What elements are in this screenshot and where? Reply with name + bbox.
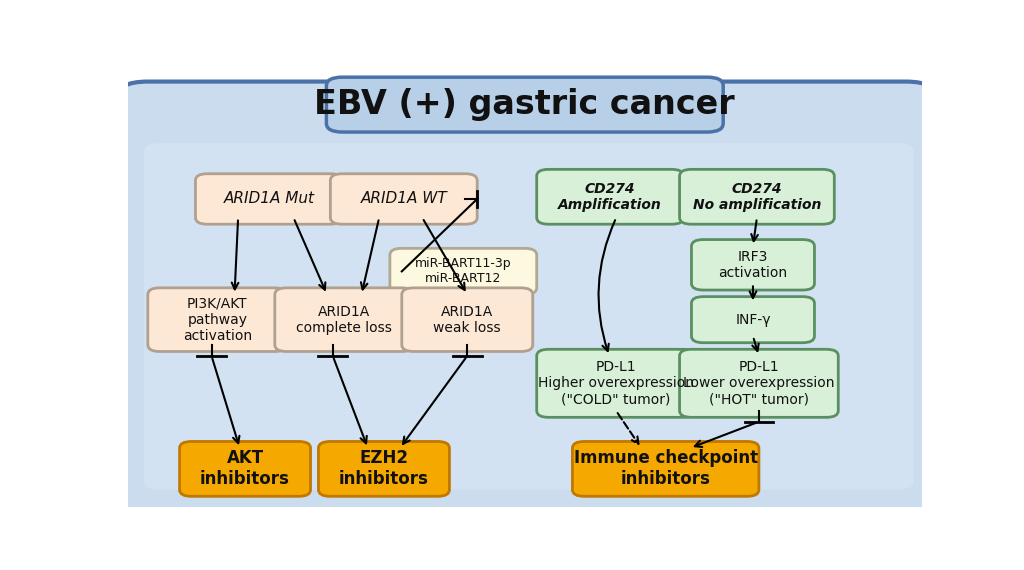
FancyBboxPatch shape xyxy=(274,288,414,352)
FancyBboxPatch shape xyxy=(318,441,450,496)
Text: PI3K/AKT
pathway
activation: PI3K/AKT pathway activation xyxy=(182,296,252,343)
Text: EBV (+) gastric cancer: EBV (+) gastric cancer xyxy=(314,88,735,121)
Text: ARID1A Mut: ARID1A Mut xyxy=(223,192,314,206)
FancyBboxPatch shape xyxy=(401,288,532,352)
FancyBboxPatch shape xyxy=(143,143,913,490)
Text: ARID1A WT: ARID1A WT xyxy=(360,192,447,206)
Text: CD274
No amplification: CD274 No amplification xyxy=(693,182,821,212)
Text: PD-L1
Higher overexpression
("COLD" tumor): PD-L1 Higher overexpression ("COLD" tumo… xyxy=(538,360,694,406)
Text: AKT
inhibitors: AKT inhibitors xyxy=(200,450,290,488)
FancyBboxPatch shape xyxy=(179,441,310,496)
Text: EZH2
inhibitors: EZH2 inhibitors xyxy=(339,450,429,488)
Text: INF-γ: INF-γ xyxy=(735,313,771,327)
FancyBboxPatch shape xyxy=(196,174,342,224)
FancyBboxPatch shape xyxy=(327,77,723,132)
FancyBboxPatch shape xyxy=(691,296,814,343)
Text: ARID1A
complete loss: ARID1A complete loss xyxy=(296,304,392,335)
FancyBboxPatch shape xyxy=(390,249,537,295)
FancyBboxPatch shape xyxy=(572,441,759,496)
FancyBboxPatch shape xyxy=(116,82,938,516)
Text: Immune checkpoint
inhibitors: Immune checkpoint inhibitors xyxy=(573,450,758,488)
Text: miR-BART11-3p
miR-BART12: miR-BART11-3p miR-BART12 xyxy=(415,258,512,286)
FancyBboxPatch shape xyxy=(691,239,814,290)
Text: CD274
Amplification: CD274 Amplification xyxy=(558,182,662,212)
FancyBboxPatch shape xyxy=(147,288,287,352)
Text: IRF3
activation: IRF3 activation xyxy=(719,250,787,280)
Text: ARID1A
weak loss: ARID1A weak loss xyxy=(433,304,501,335)
Text: PD-L1
Lower overexpression
("HOT" tumor): PD-L1 Lower overexpression ("HOT" tumor) xyxy=(683,360,835,406)
FancyBboxPatch shape xyxy=(680,349,839,417)
FancyBboxPatch shape xyxy=(331,174,477,224)
FancyBboxPatch shape xyxy=(537,349,695,417)
FancyBboxPatch shape xyxy=(680,169,835,224)
FancyBboxPatch shape xyxy=(537,169,684,224)
